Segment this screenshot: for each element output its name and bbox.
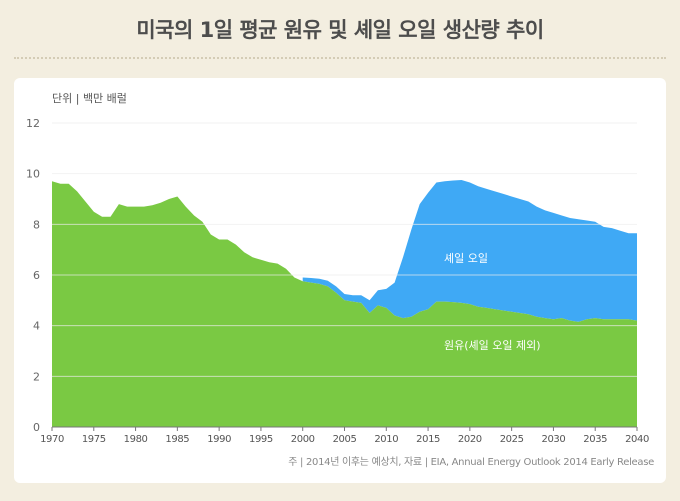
y-tick-label-12: 12 [26, 117, 40, 130]
x-tick-label-2025: 2025 [500, 434, 524, 445]
x-tick-label-1990: 1990 [207, 434, 231, 445]
shale-oil-label: 셰일 오일 [444, 252, 488, 265]
x-tick-label-2005: 2005 [333, 434, 357, 445]
y-tick-label-10: 10 [26, 168, 40, 181]
y-tick-label-8: 8 [33, 218, 40, 231]
y-tick-label-6: 6 [33, 269, 40, 282]
y-tick-label-0: 0 [33, 421, 40, 434]
title-divider [14, 57, 666, 59]
x-tick-label-2040: 2040 [625, 434, 649, 445]
unit-label: 단위 | 백만 배럴 [52, 92, 127, 105]
x-tick-label-2020: 2020 [458, 434, 482, 445]
x-tick-label-1985: 1985 [165, 434, 189, 445]
crude-oil-area [52, 181, 637, 427]
x-tick-label-1975: 1975 [82, 434, 106, 445]
x-tick-label-2035: 2035 [583, 434, 607, 445]
crude-oil-label: 원유(셰일 오일 제외) [444, 339, 541, 352]
shale-oil-area [302, 180, 637, 322]
x-tick-label-1970: 1970 [40, 434, 64, 445]
y-tick-label-4: 4 [33, 320, 40, 333]
source-note: 주 | 2014년 이후는 예상치, 자료 | EIA, Annual Ener… [288, 457, 654, 468]
x-tick-label-2010: 2010 [374, 434, 398, 445]
x-tick-label-2030: 2030 [541, 434, 565, 445]
x-tick-label-2000: 2000 [291, 434, 315, 445]
x-tick-label-1995: 1995 [249, 434, 273, 445]
y-tick-label-2: 2 [33, 370, 40, 383]
x-tick-label-1980: 1980 [124, 434, 148, 445]
chart-title: 미국의 1일 평균 원유 및 셰일 오일 생산량 추이 [136, 18, 544, 42]
x-tick-label-2015: 2015 [416, 434, 440, 445]
